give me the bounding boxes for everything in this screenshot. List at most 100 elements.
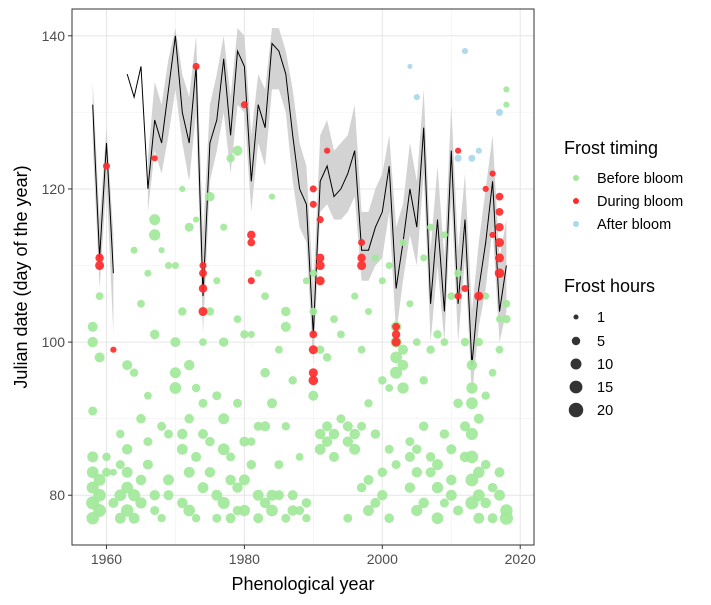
- frost-point-before-bloom: [157, 421, 167, 431]
- frost-point-before-bloom: [136, 413, 146, 424]
- frost-point-before-bloom: [439, 429, 450, 439]
- frost-point-before-bloom: [114, 489, 127, 502]
- frost-point-during-bloom: [192, 62, 200, 70]
- frost-point-before-bloom: [149, 489, 160, 501]
- frost-point-before-bloom: [281, 513, 291, 523]
- legend-frost-hours: Frost hours 1 5 10 15 20: [564, 276, 655, 419]
- frost-point-before-bloom: [121, 481, 134, 494]
- frost-point-before-bloom: [88, 406, 98, 416]
- frost-point-before-bloom: [192, 216, 200, 223]
- legend-label-hours-5: 5: [597, 334, 605, 350]
- frost-point-before-bloom: [390, 366, 403, 379]
- frost-point-before-bloom: [129, 368, 139, 377]
- frost-point-during-bloom: [494, 237, 505, 248]
- frost-point-during-bloom: [391, 330, 401, 339]
- frost-point-before-bloom: [87, 451, 99, 463]
- frost-point-before-bloom: [446, 444, 457, 455]
- frost-point-before-bloom: [322, 421, 333, 432]
- frost-point-before-bloom: [371, 254, 379, 262]
- legend-hours-keys: [568, 314, 584, 418]
- panel-background: [72, 9, 534, 545]
- frost-point-before-bloom: [322, 353, 332, 362]
- frost-point-before-bloom: [128, 512, 140, 524]
- y-tick-label: 100: [42, 334, 66, 350]
- frost-point-before-bloom: [247, 437, 256, 446]
- frost-point-before-bloom: [239, 436, 250, 447]
- frost-point-during-bloom: [95, 253, 104, 263]
- frost-point-after-bloom: [407, 63, 413, 69]
- frost-point-before-bloom: [220, 223, 228, 231]
- frost-point-before-bloom: [144, 391, 152, 400]
- frost-point-during-bloom: [308, 368, 318, 378]
- frost-point-before-bloom: [364, 307, 373, 316]
- axes: 1960 1980 2000 2020 80 100 120 140: [42, 28, 536, 567]
- frost-point-during-bloom: [309, 330, 318, 339]
- frost-point-before-bloom: [427, 223, 435, 231]
- legend-label-before-bloom: Before bloom: [597, 171, 683, 187]
- frost-point-before-bloom: [426, 345, 435, 354]
- frost-point-before-bloom: [261, 292, 269, 300]
- frost-point-before-bloom: [218, 337, 229, 347]
- x-tick-label: 1980: [229, 551, 260, 567]
- frost-point-before-bloom: [204, 467, 216, 478]
- frost-point-before-bloom: [328, 451, 340, 462]
- frost-point-during-bloom: [199, 261, 207, 270]
- frost-point-before-bloom: [240, 330, 249, 339]
- frost-point-during-bloom: [357, 260, 367, 271]
- frost-point-before-bloom: [226, 154, 235, 163]
- frost-point-before-bloom: [453, 505, 464, 516]
- frost-point-during-bloom: [494, 253, 505, 263]
- frost-point-before-bloom: [418, 497, 429, 509]
- frost-point-before-bloom: [465, 450, 479, 464]
- frost-point-before-bloom: [440, 231, 448, 239]
- frost-point-before-bloom: [184, 413, 194, 424]
- frost-point-before-bloom: [390, 351, 402, 364]
- ribbon-segment: [147, 28, 507, 396]
- frost-point-before-bloom: [502, 314, 511, 324]
- frost-point-during-bloom: [461, 284, 469, 293]
- frost-point-before-bloom: [502, 299, 511, 308]
- legend-key-hours-10: [570, 358, 582, 370]
- frost-point-before-bloom: [295, 453, 304, 461]
- frost-point-before-bloom: [199, 338, 207, 346]
- frost-point-before-bloom: [150, 505, 160, 516]
- frost-point-during-bloom: [316, 216, 324, 224]
- frost-point-before-bloom: [213, 277, 221, 285]
- frost-point-before-bloom: [397, 382, 409, 394]
- frost-point-before-bloom: [411, 467, 423, 478]
- frost-point-before-bloom: [465, 427, 478, 441]
- frost-point-during-bloom: [198, 284, 208, 293]
- frost-point-before-bloom: [349, 443, 361, 455]
- frost-point-before-bloom: [232, 145, 243, 156]
- legend-frost-timing: Frost timing Before bloom During bloom A…: [564, 138, 683, 233]
- frost-point-before-bloom: [149, 229, 161, 241]
- frost-point-before-bloom: [211, 489, 223, 501]
- frost-point-before-bloom: [246, 459, 257, 470]
- frost-point-before-bloom: [158, 247, 165, 254]
- frost-point-before-bloom: [179, 185, 186, 193]
- frost-point-before-bloom: [226, 452, 236, 462]
- frost-point-before-bloom: [102, 452, 111, 462]
- frost-point-before-bloom: [406, 300, 414, 308]
- frost-point-before-bloom: [288, 376, 297, 385]
- frost-point-during-bloom: [110, 346, 117, 353]
- frost-point-before-bloom: [163, 429, 174, 439]
- frost-point-before-bloom: [197, 428, 209, 440]
- frost-point-before-bloom: [487, 513, 498, 524]
- frost-point-before-bloom: [212, 513, 222, 523]
- frost-point-before-bloom: [397, 359, 409, 371]
- frost-point-before-bloom: [178, 307, 187, 316]
- legend-key-before-bloom: [573, 175, 579, 181]
- legend-label-during-bloom: During bloom: [597, 194, 683, 210]
- frost-point-before-bloom: [176, 443, 188, 455]
- frost-point-before-bloom: [287, 490, 298, 501]
- frost-point-before-bloom: [315, 345, 325, 354]
- frost-point-before-bloom: [121, 444, 133, 455]
- frost-point-before-bloom: [163, 490, 174, 501]
- legend-label-hours-20: 20: [597, 403, 613, 419]
- frost-point-before-bloom: [93, 474, 106, 486]
- frost-point-during-bloom: [308, 345, 318, 355]
- frost-point-before-bloom: [260, 421, 271, 432]
- frost-point-during-bloom: [247, 277, 255, 285]
- frost-point-before-bloom: [301, 498, 312, 508]
